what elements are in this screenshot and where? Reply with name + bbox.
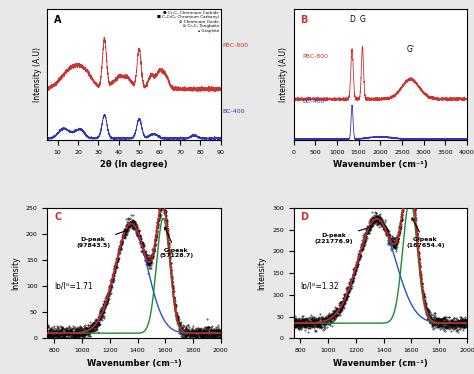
- Text: G': G': [407, 45, 415, 54]
- X-axis label: Wavenumber (cm⁻¹): Wavenumber (cm⁻¹): [333, 160, 428, 169]
- Text: C: C: [55, 212, 62, 222]
- Y-axis label: Intensity (A.U): Intensity (A.U): [33, 47, 42, 102]
- Text: G-peak
(57128.7): G-peak (57128.7): [159, 227, 193, 258]
- Text: D-peak
(221776.9): D-peak (221776.9): [315, 226, 373, 244]
- Text: Iᴅ/Iᴳ=1.71: Iᴅ/Iᴳ=1.71: [55, 282, 93, 291]
- Text: G: G: [359, 15, 365, 24]
- X-axis label: 2θ (In degree): 2θ (In degree): [100, 160, 168, 169]
- X-axis label: Wavenumber (cm⁻¹): Wavenumber (cm⁻¹): [333, 359, 428, 368]
- Text: B: B: [301, 15, 308, 25]
- Text: D: D: [349, 15, 355, 24]
- Text: PBC-800: PBC-800: [302, 54, 328, 59]
- Text: G-peak
(167654.4): G-peak (167654.4): [406, 218, 445, 248]
- Text: ● Cr₇C₃ Chromium Carbide
■ C₆CrO₆ Chromium Carbonyl
⊘ Chromium Oxide
& Cr₃C₂ Ton: ● Cr₇C₃ Chromium Carbide ■ C₆CrO₆ Chromi…: [157, 10, 219, 33]
- Y-axis label: Intensity: Intensity: [257, 256, 266, 290]
- Text: Iᴅ/Iᴳ=1.32: Iᴅ/Iᴳ=1.32: [301, 282, 339, 291]
- Y-axis label: Intensity (A.U): Intensity (A.U): [279, 47, 288, 102]
- Text: BC-400: BC-400: [302, 99, 325, 104]
- Text: D: D: [301, 212, 309, 222]
- Text: BC-400: BC-400: [222, 109, 245, 114]
- Y-axis label: Intensity: Intensity: [11, 256, 20, 290]
- Text: A: A: [55, 15, 62, 25]
- Text: PBC-800: PBC-800: [222, 43, 248, 48]
- Text: D-peak
(97843.5): D-peak (97843.5): [76, 230, 128, 248]
- X-axis label: Wavenumber (cm⁻¹): Wavenumber (cm⁻¹): [87, 359, 182, 368]
